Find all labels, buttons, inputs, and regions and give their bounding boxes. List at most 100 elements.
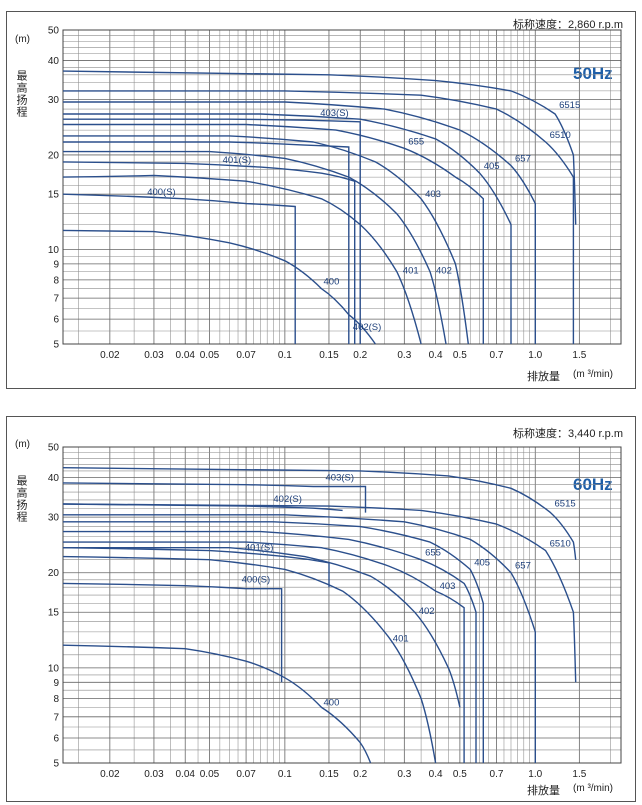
y-tick-label: 9 [53, 259, 59, 270]
x-tick-label: 1.0 [528, 350, 542, 361]
y-tick-label: 8 [53, 694, 59, 705]
y-tick-label: 15 [48, 190, 60, 201]
curves: 400 400(S) 401 401(S) 402 402(S) 403 403(S) 655 4… [62, 70, 580, 345]
x-tick-label: 0.5 [453, 769, 467, 780]
x-tick-label: 0.15 [319, 350, 339, 361]
curve-657 [63, 101, 536, 344]
x-tick-label: 0.03 [144, 350, 164, 361]
x-axis-label: 排放量 [527, 371, 560, 383]
x-tick-label: 0.4 [429, 769, 443, 780]
x-tick-label: 0.02 [100, 350, 120, 361]
curve-label-6515: 6515 [559, 100, 580, 111]
x-tick-label: 0.7 [490, 769, 504, 780]
curve-6510 [63, 90, 575, 344]
rated-speed-text: 标称速度：3,440 r.p.m [512, 428, 623, 440]
x-tick-label: 1.0 [528, 769, 542, 780]
curve-label-403s: 403(S) [326, 473, 355, 484]
y-tick-label: 5 [53, 759, 59, 770]
curve-403 [63, 541, 465, 763]
curve-label-405: 405 [484, 161, 500, 172]
curve-label-402: 402 [436, 266, 452, 277]
y-tick-label: 50 [48, 26, 60, 37]
curve-label-6510: 6510 [550, 539, 571, 550]
x-tick-label: 0.2 [353, 769, 367, 780]
y-tick-label: 15 [48, 608, 60, 619]
performance-chart-60hz: 0.02 0.03 0.04 0.05 0.07 0.1 0.15 0.2 0.3 0.4 0.5 0… [48, 443, 622, 780]
curve-403s [62, 118, 361, 344]
chart-panel-60hz: (m) 最高扬程 标称速度：3,440 r.p.m 60Hz 0.02 0.03 0… [6, 416, 636, 802]
plot-frame [62, 29, 622, 345]
x-tick-label: 0.3 [397, 769, 411, 780]
curve-657 [63, 514, 536, 763]
curve-402 [63, 150, 447, 345]
y-tick-label: 8 [53, 275, 59, 286]
y-tick-label: 6 [53, 315, 59, 326]
curve-label-655: 655 [408, 136, 424, 147]
curve-6510 [62, 503, 577, 683]
grid [63, 447, 621, 763]
curves: 400 400(S) 401 401(S) 402 402(S) 403 403(S) 655 4… [62, 467, 577, 764]
grid [63, 30, 621, 344]
curve-label-405: 405 [474, 557, 490, 568]
x-tick-label: 1.5 [572, 350, 586, 361]
x-tick-label: 0.15 [319, 769, 339, 780]
curve-405 [63, 113, 512, 344]
plot-frame [62, 446, 622, 764]
curve-401 [62, 174, 422, 345]
chart-panel-50hz: (m) 最高扬程 标称速度：2,860 r.p.m 50Hz 0.02 0.03 0… [6, 11, 636, 389]
frequency-label: 50Hz [573, 64, 613, 83]
y-tick-label: 30 [48, 95, 60, 106]
curve-label-400s: 400(S) [242, 575, 271, 586]
x-tick-label: 0.1 [278, 769, 292, 780]
y-tick-label: 50 [48, 443, 60, 454]
curve-400s [62, 193, 296, 344]
curve-402 [63, 547, 461, 708]
curve-655 [62, 123, 484, 344]
curve-label-401s: 401(S) [245, 543, 274, 554]
curve-label-400: 400 [324, 277, 340, 288]
curve-label-657: 657 [515, 154, 531, 165]
curve-label-401: 401 [403, 266, 419, 277]
curve-402s [63, 141, 350, 344]
curve-655 [63, 530, 477, 763]
curve-405 [63, 521, 484, 763]
x-tick-label: 0.3 [397, 350, 411, 361]
x-tick-label: 0.04 [175, 350, 195, 361]
x-tick-label: 0.5 [453, 350, 467, 361]
curve-label-402: 402 [419, 606, 435, 617]
x-tick-label: 0.02 [100, 769, 120, 780]
curve-label-6515: 6515 [555, 499, 576, 510]
rated-speed-text: 标称速度：2,860 r.p.m [512, 19, 623, 31]
curve-400s [62, 582, 283, 683]
x-tick-label: 0.07 [236, 350, 256, 361]
y-tick-label: 40 [48, 473, 60, 484]
y-tick-label: 7 [53, 712, 59, 723]
x-tick-label: 0.04 [175, 769, 195, 780]
x-tick-label: 0.1 [278, 350, 292, 361]
x-tick-label: 1.5 [572, 769, 586, 780]
y-tick-label: 40 [48, 56, 60, 67]
curve-6515 [62, 70, 577, 225]
y-axis-label: 最高扬程 [15, 475, 27, 523]
x-tick-label: 0.05 [200, 769, 220, 780]
y-unit-label: (m) [15, 439, 30, 450]
curve-label-403: 403 [440, 581, 456, 592]
y-tick-label: 30 [48, 513, 60, 524]
curve-401 [62, 555, 437, 764]
curve-label-403: 403 [425, 189, 441, 200]
y-axis-label: 最高扬程 [15, 70, 27, 118]
y-tick-label: 20 [48, 568, 60, 579]
performance-chart-50hz: 0.02 0.03 0.04 0.05 0.07 0.1 0.15 0.2 0.3 0.4 0.5 0… [48, 26, 622, 361]
curve-401s [62, 161, 356, 344]
curve-label-655: 655 [425, 548, 441, 559]
curve-label-402s: 402(S) [353, 322, 382, 333]
curve-label-400s: 400(S) [147, 187, 176, 198]
x-tick-label: 0.4 [429, 350, 443, 361]
curve-401s [62, 547, 330, 588]
x-tick-label: 0.7 [490, 350, 504, 361]
x-tick-label: 0.03 [144, 769, 164, 780]
curve-label-401s: 401(S) [223, 155, 252, 166]
x-tick-label: 0.2 [353, 350, 367, 361]
curve-403 [63, 135, 469, 345]
y-tick-label: 10 [48, 245, 60, 256]
